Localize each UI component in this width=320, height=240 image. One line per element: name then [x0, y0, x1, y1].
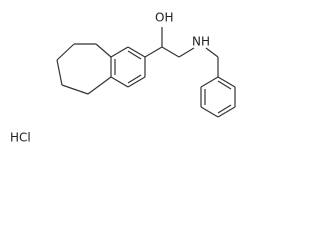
page: OH NH HCl (() => { const data = JSON.par… — [10, 10, 236, 145]
hydroxyl-label: OH — [155, 11, 173, 25]
amine-label: NH — [192, 35, 210, 49]
bonds — [56, 27, 236, 118]
structure-diagram: OH NH HCl — [10, 11, 236, 145]
salt-label: HCl — [10, 131, 31, 145]
